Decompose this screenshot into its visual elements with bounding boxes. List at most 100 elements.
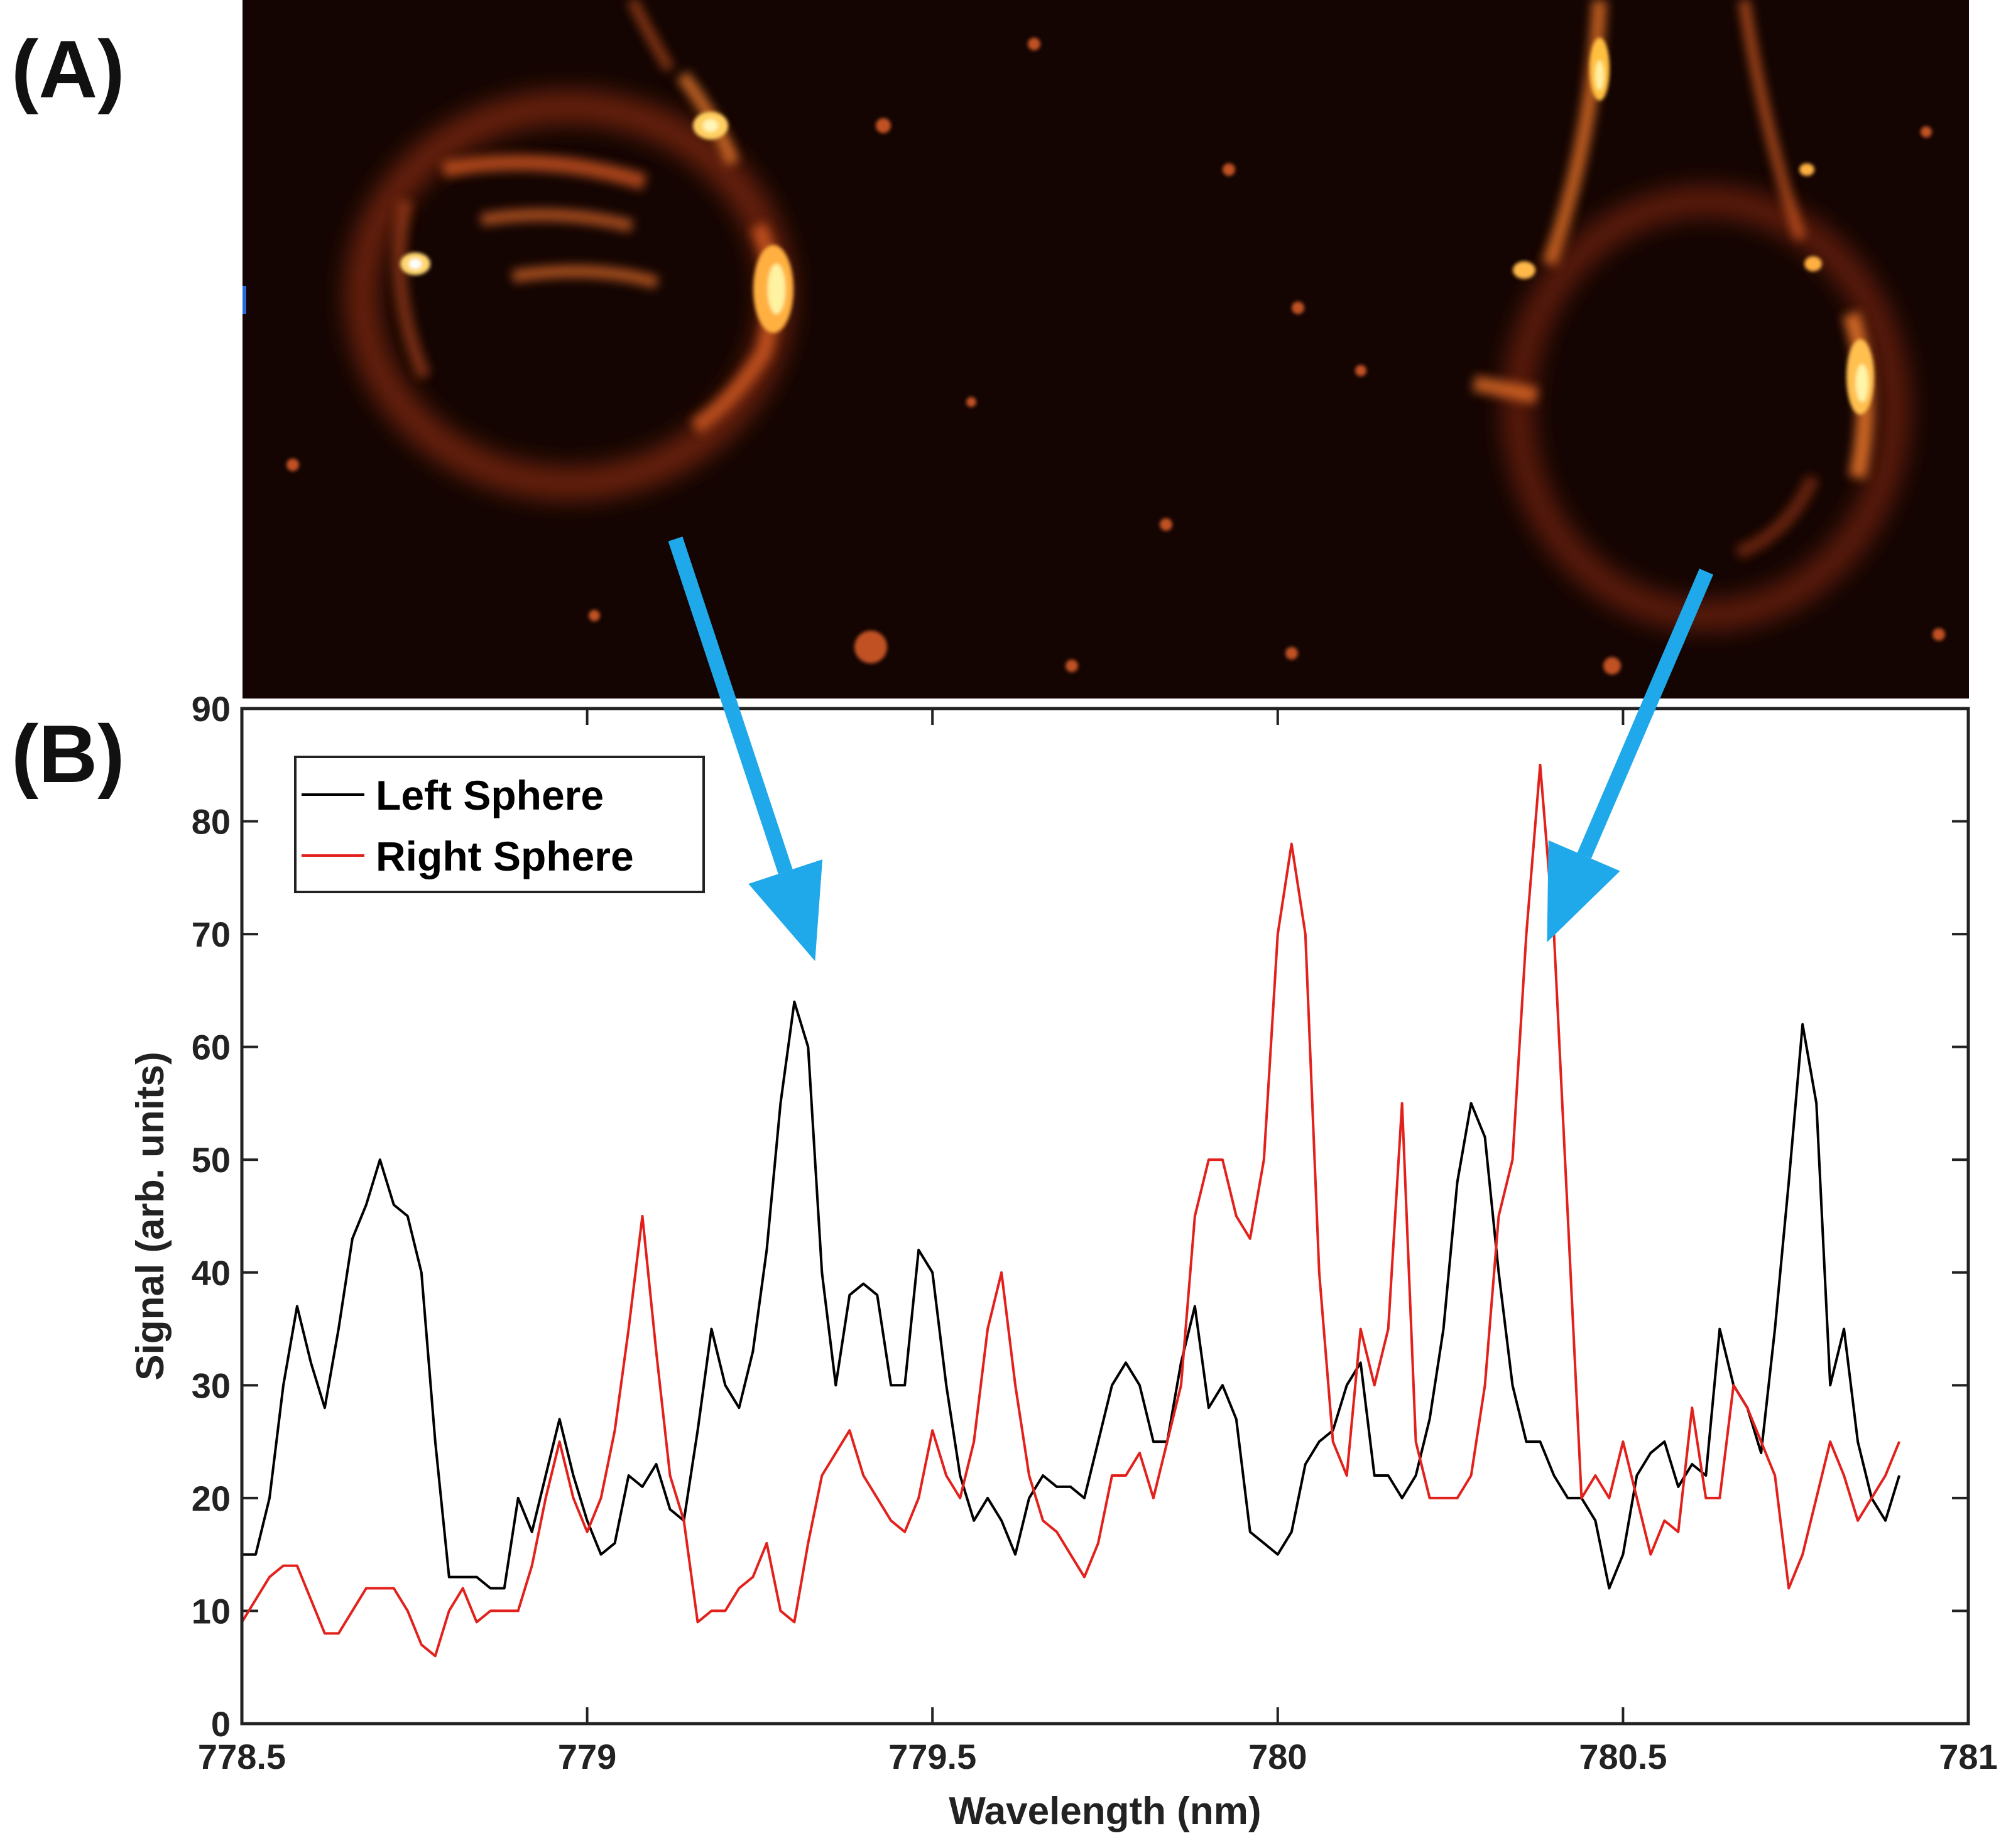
data-point-right-sphere [283, 1565, 284, 1567]
legend-label-left-sphere: Left Sphere [376, 772, 604, 818]
data-point-right-sphere [573, 1497, 574, 1499]
series-line-left-sphere [242, 1000, 1901, 1590]
x-tick-label: 780.5 [1579, 1737, 1667, 1776]
data-point-right-sphere [324, 1633, 325, 1634]
y-tick-label: 10 [192, 1591, 231, 1631]
y-tick-label: 0 [211, 1704, 231, 1744]
data-point-left-sphere [1028, 1497, 1030, 1499]
data-point-left-sphere [1650, 1452, 1651, 1454]
data-point-left-sphere [697, 1430, 698, 1431]
data-point-right-sphere [1567, 1215, 1568, 1217]
data-point-right-sphere [642, 1215, 643, 1217]
data-point-right-sphere [656, 1351, 657, 1352]
data-point-left-sphere [1277, 1554, 1278, 1555]
data-point-left-sphere [310, 1362, 312, 1363]
data-point-left-sphere [1180, 1362, 1182, 1363]
data-point-right-sphere [1498, 1215, 1499, 1217]
data-point-right-sphere [1650, 1554, 1651, 1555]
data-point-left-sphere [1305, 1464, 1306, 1465]
data-point-left-sphere [946, 1384, 947, 1386]
data-point-left-sphere [780, 1102, 781, 1104]
y-tick-label: 70 [192, 915, 231, 954]
y-tick-label: 60 [192, 1028, 231, 1067]
data-point-left-sphere [1608, 1588, 1610, 1589]
data-point-right-sphere [531, 1565, 533, 1567]
x-tick-label: 778.5 [198, 1737, 286, 1776]
data-point-right-sphere [1015, 1384, 1016, 1386]
legend-box [294, 756, 705, 893]
x-tick-label: 781 [1939, 1737, 1997, 1776]
data-point-right-sphere [310, 1599, 312, 1600]
micrograph-image [243, 0, 1969, 698]
data-point-left-sphere [241, 1554, 243, 1555]
data-point-left-sphere [932, 1272, 933, 1273]
data-point-left-sphere [1760, 1452, 1762, 1454]
data-point-right-sphere [876, 1497, 878, 1499]
data-point-left-sphere [793, 1001, 795, 1003]
data-point-right-sphere [1277, 933, 1278, 935]
x-tick-label: 780 [1248, 1737, 1307, 1776]
tick-labels: 778.5 779 779.5 780 780.5 781 0 10 20 30 40 50 60 70 8… [192, 689, 1998, 1776]
arrow-right-sphere-head [1547, 840, 1620, 942]
panel-label-a: (A) [11, 23, 125, 115]
data-point-right-sphere [1429, 1497, 1431, 1499]
axis-ticks [241, 707, 1970, 1725]
data-point-left-sphere [1677, 1486, 1679, 1487]
data-point-left-sphere [1084, 1497, 1085, 1499]
data-point-left-sphere [1498, 1272, 1499, 1273]
data-point-left-sphere [490, 1588, 491, 1589]
data-point-left-sphere [1512, 1384, 1513, 1386]
legend-label-right-sphere: Right Sphere [376, 833, 634, 879]
data-point-left-sphere [807, 1046, 809, 1048]
data-point-right-sphere [1802, 1554, 1803, 1555]
data-point-left-sphere [1802, 1024, 1803, 1025]
data-point-right-sphere [379, 1588, 381, 1589]
data-point-right-sphere [1526, 933, 1527, 935]
data-point-left-sphere [1194, 1306, 1196, 1307]
data-point-left-sphere [1567, 1497, 1568, 1499]
data-point-left-sphere [1360, 1362, 1361, 1363]
data-point-right-sphere [1194, 1215, 1196, 1217]
data-point-left-sphere [1691, 1464, 1693, 1465]
data-point-left-sphere [1291, 1531, 1292, 1533]
data-point-right-sphere [545, 1497, 547, 1499]
data-point-right-sphere [338, 1633, 339, 1634]
arrow-left-sphere-head [748, 859, 823, 961]
data-point-left-sphere [1733, 1384, 1734, 1386]
data-point-right-sphere [614, 1430, 616, 1431]
data-point-right-sphere [1457, 1497, 1458, 1499]
data-point-right-sphere [932, 1430, 933, 1431]
data-point-right-sphere [1816, 1497, 1817, 1499]
x-tick-label: 779 [558, 1737, 616, 1776]
data-point-left-sphere [1594, 1520, 1596, 1521]
x-axis-title: Wavelength (nm) [949, 1790, 1261, 1833]
data-point-right-sphere [849, 1430, 850, 1431]
data-point-left-sphere [1429, 1418, 1431, 1420]
data-point-left-sphere [766, 1249, 767, 1251]
data-point-left-sphere [1829, 1384, 1831, 1386]
data-point-right-sphere [1374, 1384, 1375, 1386]
data-point-left-sphere [1015, 1554, 1016, 1555]
x-tick-label: 779.5 [888, 1737, 976, 1776]
data-point-right-sphere [1664, 1520, 1665, 1521]
panel-label-b: (B) [11, 708, 125, 800]
data-point-left-sphere [1222, 1384, 1223, 1386]
y-axis-title: Signal (arb. units) [129, 1052, 172, 1381]
data-point-left-sphere [1346, 1384, 1348, 1386]
legend: Left Sphere Right Sphere [294, 756, 705, 893]
data-point-right-sphere [1042, 1520, 1044, 1521]
data-point-right-sphere [1677, 1531, 1679, 1533]
data-point-right-sphere [1443, 1497, 1444, 1499]
series-line-right-sphere [241, 763, 1900, 1658]
data-point-right-sphere [393, 1588, 395, 1589]
data-point-right-sphere [421, 1644, 422, 1645]
y-tick-label: 50 [192, 1140, 231, 1180]
data-point-left-sphere [421, 1272, 422, 1273]
data-point-left-sphere [1885, 1520, 1886, 1521]
data-point-left-sphere [531, 1531, 533, 1533]
y-tick-label: 80 [192, 802, 231, 842]
data-point-left-sphere [656, 1464, 657, 1465]
data-point-right-sphere [1180, 1384, 1182, 1386]
y-tick-label: 30 [192, 1366, 231, 1405]
plot-area [242, 709, 1968, 1724]
